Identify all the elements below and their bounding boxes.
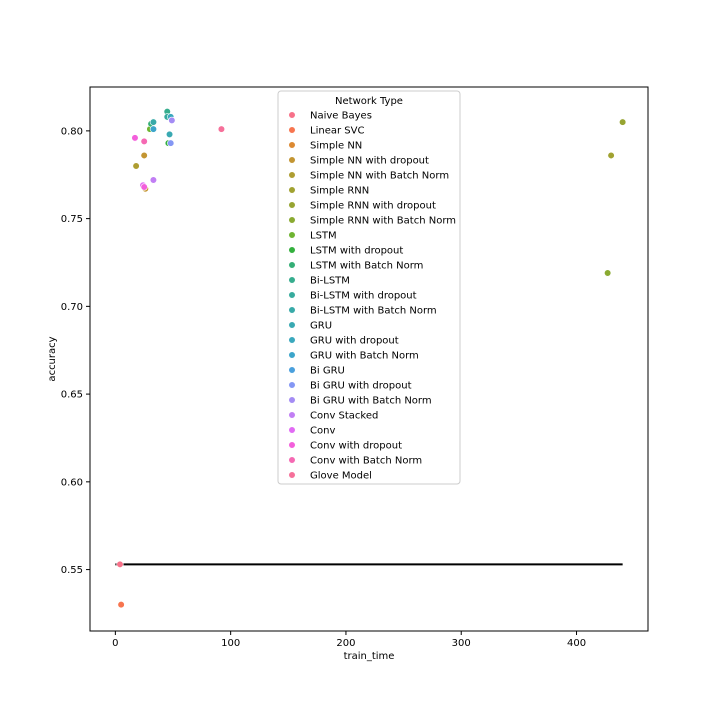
legend-entry-label: LSTM with dropout	[310, 246, 403, 257]
data-point	[140, 151, 148, 160]
x-tick-label: 300	[452, 638, 471, 649]
x-tick-label: 200	[336, 638, 355, 649]
data-points	[116, 107, 627, 609]
legend-marker	[288, 306, 296, 314]
data-point	[217, 125, 226, 133]
data-point	[607, 151, 615, 160]
y-tick-label: 0.75	[61, 214, 83, 225]
legend-marker	[288, 351, 296, 359]
legend-box	[277, 90, 461, 485]
legend-entry-label: Conv with dropout	[310, 441, 402, 452]
legend-entry-label: Bi GRU	[310, 366, 345, 377]
data-point	[149, 118, 158, 126]
legend-entry-label: Simple NN	[310, 141, 362, 152]
x-tick-label: 400	[567, 638, 586, 649]
y-tick-label: 0.65	[61, 390, 83, 401]
legend-marker	[288, 471, 296, 479]
legend-entry-label: LSTM	[310, 231, 337, 242]
legend-marker	[288, 246, 296, 254]
legend-entry-label: Conv Stacked	[310, 411, 378, 422]
data-point	[132, 162, 140, 170]
y-tick-label: 0.60	[61, 477, 83, 488]
y-axis-ticks: 0.55 0.60 0.65 0.70 0.75 0.80	[61, 126, 90, 576]
legend-entry-label: Conv	[310, 426, 335, 437]
legend-marker	[288, 441, 296, 449]
legend-entry-label: Bi-LSTM with Batch Norm	[310, 306, 437, 317]
legend-marker	[288, 186, 296, 194]
y-tick-label: 0.80	[61, 126, 83, 137]
legend-entry-label: LSTM with Batch Norm	[310, 261, 423, 272]
legend-entry-label: Simple RNN with dropout	[310, 201, 436, 212]
legend-entry-label: Simple RNN with Batch Norm	[310, 216, 456, 227]
legend-entry-label: Linear SVC	[310, 126, 364, 137]
legend-marker	[288, 426, 296, 434]
data-point	[116, 560, 124, 568]
legend-marker	[288, 156, 296, 164]
data-point	[117, 601, 125, 609]
legend-marker	[288, 396, 296, 404]
legend-entry-label: GRU with dropout	[310, 336, 399, 347]
legend-marker	[288, 366, 296, 374]
data-point	[165, 130, 174, 138]
x-axis-ticks: 0 100 200 300 400	[112, 631, 586, 649]
legend-marker	[288, 171, 296, 179]
x-axis-label: train_time	[344, 651, 395, 662]
legend-entry-label: Simple RNN	[310, 186, 369, 197]
legend-entry-label: Naive Bayes	[310, 111, 372, 122]
x-tick-label: 0	[112, 638, 118, 649]
legend-entry-label: Simple NN with dropout	[310, 156, 429, 167]
data-point	[149, 125, 158, 133]
legend-marker	[288, 126, 296, 134]
legend-marker	[288, 231, 296, 239]
legend-marker	[288, 411, 296, 419]
legend-marker	[288, 456, 296, 464]
data-point	[619, 118, 627, 126]
data-point	[168, 116, 176, 124]
legend-entry-label: Conv with Batch Norm	[310, 456, 422, 467]
legend-marker	[288, 321, 296, 329]
plot-frame	[89, 86, 649, 632]
data-point	[131, 134, 139, 142]
legend-title: Network Type	[335, 96, 403, 107]
legend-entry-label: GRU	[310, 321, 332, 332]
legend-entry-label: Glove Model	[310, 471, 372, 482]
data-point	[604, 269, 612, 277]
legend-marker	[288, 111, 296, 119]
legend: Network Type Naive Bayes Linear SVC Simple…	[277, 90, 461, 485]
legend-marker	[288, 381, 296, 389]
legend-entry-label: Bi GRU with Batch Norm	[310, 396, 432, 407]
legend-entry-label: Bi GRU with dropout	[310, 381, 412, 392]
y-tick-label: 0.70	[61, 302, 83, 313]
data-point	[140, 137, 148, 145]
legend-marker	[288, 291, 296, 299]
legend-marker	[288, 336, 296, 344]
y-tick-label: 0.55	[61, 565, 83, 576]
legend-marker	[288, 141, 296, 149]
legend-marker	[288, 276, 296, 284]
data-point	[149, 176, 158, 184]
legend-entry-label: Simple NN with Batch Norm	[310, 171, 449, 182]
y-axis-label: accuracy	[47, 336, 58, 381]
data-point	[167, 139, 175, 147]
legend-marker	[288, 201, 296, 209]
data-point	[140, 183, 148, 191]
legend-entry-label: GRU with Batch Norm	[310, 351, 419, 362]
legend-entry-label: Bi-LSTM	[310, 276, 350, 287]
x-tick-label: 100	[221, 638, 240, 649]
legend-marker	[288, 216, 296, 224]
legend-entry-label: Bi-LSTM with dropout	[310, 291, 417, 302]
legend-marker	[288, 261, 296, 269]
